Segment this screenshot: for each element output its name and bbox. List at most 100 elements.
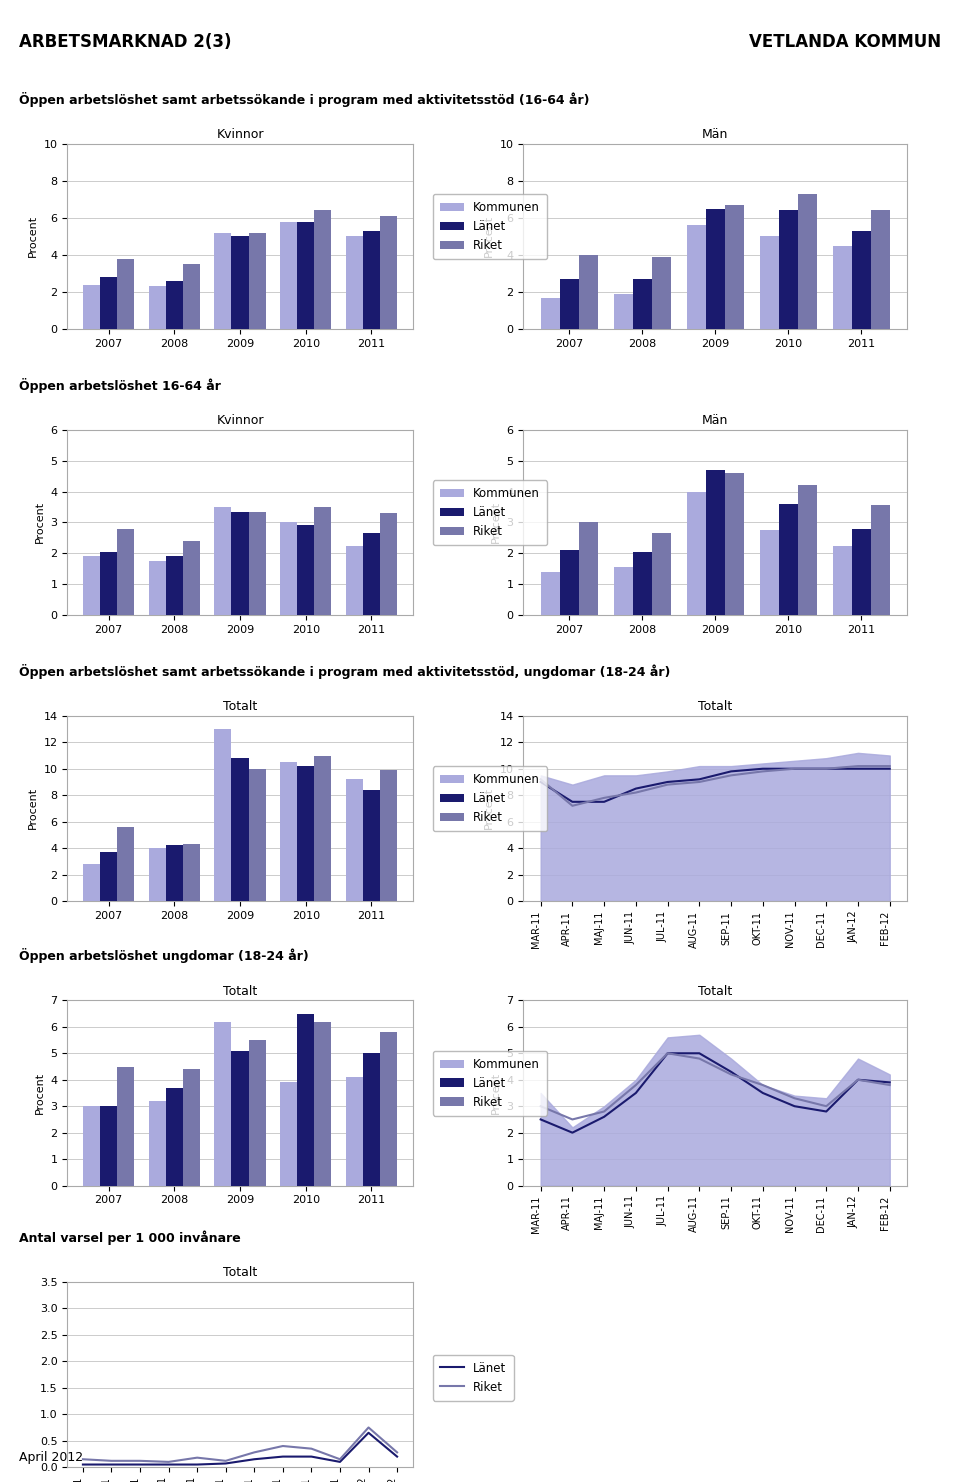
Bar [686,225,706,329]
Bar [363,231,380,329]
Text: Öppen arbetslöshet ungdomar (18-24 år): Öppen arbetslöshet ungdomar (18-24 år) [19,948,309,963]
Title: Män: Män [702,129,729,141]
Bar [652,534,671,615]
Bar [346,780,363,901]
Bar [759,531,779,615]
Bar [249,233,266,329]
Riket [77,1451,88,1469]
Bar [117,529,134,615]
Bar [706,470,725,615]
Bar [249,1040,266,1186]
Bar [166,556,182,615]
Länet [334,1452,346,1470]
Title: Totalt: Totalt [698,701,732,713]
Riket [163,1452,175,1470]
Bar [346,237,363,329]
Bar [280,222,298,329]
Line: Riket: Riket [83,1427,397,1461]
Bar [633,279,652,329]
Riket [134,1452,146,1470]
Bar [298,526,314,615]
Länet [277,1448,289,1466]
Bar [214,233,231,329]
Riket [249,1443,260,1461]
Legend: Kommunen, Länet, Riket: Kommunen, Länet, Riket [433,1051,547,1116]
Bar [249,769,266,901]
Länet [363,1424,374,1442]
Bar [231,759,249,901]
Bar [779,210,798,329]
Riket [191,1449,203,1467]
Bar [346,545,363,615]
Title: Totalt: Totalt [698,986,732,997]
Länet [305,1448,317,1466]
Bar [117,827,134,901]
Bar [149,562,166,615]
Riket [220,1452,231,1470]
Bar [633,551,652,615]
Bar [83,1106,100,1186]
Bar [852,529,871,615]
Bar [149,286,166,329]
Y-axis label: Procent: Procent [491,501,501,544]
Bar [380,513,397,615]
Text: April 2012: April 2012 [19,1451,84,1464]
Legend: Kommunen, Länet, Riket: Kommunen, Länet, Riket [433,480,547,545]
Text: Antal varsel per 1 000 invånare: Antal varsel per 1 000 invånare [19,1230,241,1245]
Text: VETLANDA KOMMUN: VETLANDA KOMMUN [749,33,941,50]
Bar [832,246,852,329]
Bar [100,277,117,329]
Bar [298,1014,314,1186]
Bar [380,1031,397,1186]
Bar [214,1021,231,1186]
Y-axis label: Procent: Procent [28,215,38,258]
Bar [166,845,182,901]
Text: Öppen arbetslöshet 16-64 år: Öppen arbetslöshet 16-64 år [19,378,221,393]
Bar [652,256,671,329]
Länet [77,1455,88,1473]
Title: Män: Män [702,415,729,427]
Y-axis label: Procent: Procent [484,215,494,258]
Bar [871,505,890,615]
Bar [706,209,725,329]
Bar [540,298,560,329]
Bar [380,216,397,329]
Title: Totalt: Totalt [223,1267,257,1279]
Bar [231,1051,249,1186]
Bar [613,568,633,615]
Bar [166,1088,182,1186]
Bar [214,507,231,615]
Title: Totalt: Totalt [223,701,257,713]
Text: ARBETSMARKNAD 2(3): ARBETSMARKNAD 2(3) [19,33,231,50]
Bar [280,523,298,615]
Y-axis label: Procent: Procent [35,501,45,544]
Länet [392,1448,403,1466]
Text: Öppen arbetslöshet samt arbetssökande i program med aktivitetsstöd (16-64 år): Öppen arbetslöshet samt arbetssökande i … [19,92,589,107]
Bar [83,285,100,329]
Länet [249,1451,260,1469]
Bar [363,790,380,901]
Legend: Länet, Riket: Länet, Riket [433,1355,514,1400]
Legend: Kommunen, Länet, Riket: Kommunen, Länet, Riket [433,766,547,831]
Bar [759,237,779,329]
Bar [314,210,331,329]
Title: Kvinnor: Kvinnor [216,129,264,141]
Bar [117,1067,134,1186]
Bar [613,293,633,329]
Bar [314,507,331,615]
Länet [163,1455,175,1473]
Riket [305,1441,317,1458]
Text: REGIONFÖRBUNDET
JÖNKÖPINGS LÄN: REGIONFÖRBUNDET JÖNKÖPINGS LÄN [746,1432,848,1451]
Bar [725,205,744,329]
Riket [392,1443,403,1461]
Bar [149,1101,166,1186]
Bar [182,264,200,329]
Bar [579,523,598,615]
Bar [798,486,817,615]
Bar [314,756,331,901]
Bar [686,492,706,615]
Bar [380,771,397,901]
Text: Öppen arbetslöshet samt arbetssökande i program med aktivitetsstöd, ungdomar (18: Öppen arbetslöshet samt arbetssökande i … [19,664,671,679]
Bar [214,729,231,901]
Y-axis label: Procent: Procent [491,1071,501,1114]
